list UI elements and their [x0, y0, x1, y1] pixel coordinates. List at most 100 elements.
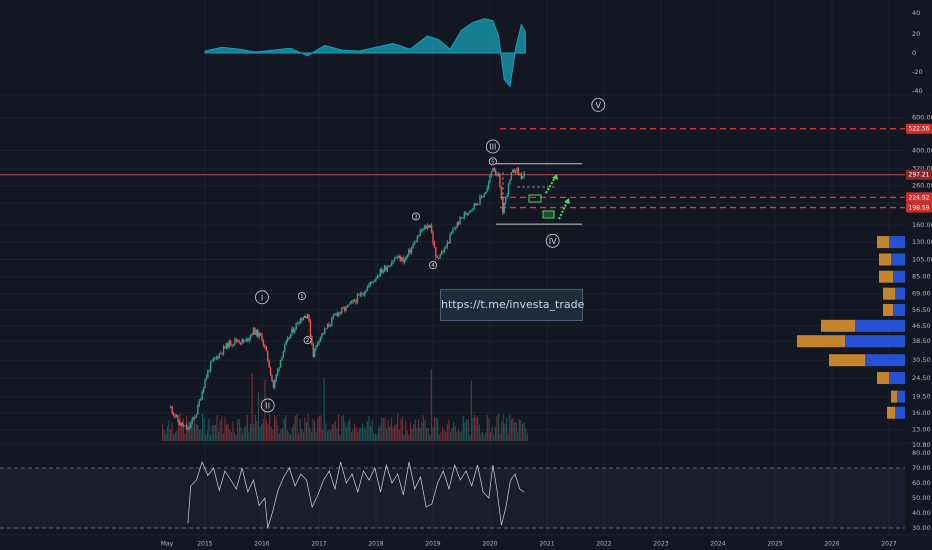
candle-body — [278, 367, 280, 370]
volume-bar — [462, 415, 464, 441]
volume-profile-up — [845, 335, 905, 348]
candle-body — [510, 172, 513, 180]
volume-bar — [403, 434, 405, 441]
candle-body — [174, 415, 176, 417]
candle-body — [251, 334, 253, 336]
candle-body — [296, 323, 299, 325]
volume-bar — [251, 373, 253, 441]
candle-body — [302, 317, 305, 321]
volume-bar — [478, 424, 480, 441]
volume-bar — [352, 429, 354, 441]
candle-body — [314, 348, 316, 357]
price-tick-label: 30.50 — [912, 356, 931, 364]
candle-body — [346, 304, 349, 307]
volume-bar — [224, 416, 226, 441]
candle-body — [514, 171, 517, 173]
candle-body — [507, 183, 510, 196]
wave-label-ring — [297, 292, 306, 301]
volume-bar — [459, 432, 461, 441]
volume-bar — [429, 434, 431, 441]
volume-bar — [307, 413, 309, 441]
rsi-tick-label: 70.00 — [912, 464, 931, 472]
candle-body — [445, 247, 447, 249]
wave-label: 5 — [491, 159, 495, 165]
volume-bar — [437, 418, 439, 441]
volume-bar — [488, 418, 490, 441]
volume-bar — [181, 422, 183, 441]
candle-body — [378, 275, 380, 277]
candle-body — [219, 352, 222, 354]
price-tick-label: 10.80 — [912, 441, 931, 449]
volume-bar — [234, 432, 236, 441]
volume-bar — [470, 380, 472, 441]
volume-bar — [330, 430, 332, 441]
candle-body — [291, 328, 293, 334]
time-tick-label: 2018 — [368, 541, 383, 548]
candle-body — [373, 279, 376, 282]
volume-bar — [507, 432, 509, 441]
wave-label-ring — [591, 98, 606, 112]
candle-body — [359, 293, 362, 295]
candle-body — [465, 212, 467, 215]
volume-profile-up — [893, 270, 905, 283]
candle-body — [487, 182, 490, 189]
volume-bar — [326, 431, 328, 441]
volume-bar — [485, 432, 487, 441]
volume-bar — [174, 432, 176, 441]
volume-bar — [299, 419, 301, 441]
volume-bar — [450, 431, 452, 441]
volume-bar — [200, 429, 202, 441]
candle-body — [413, 241, 416, 245]
volume-bar — [320, 415, 322, 441]
volume-bar — [491, 426, 493, 441]
candle-body — [470, 209, 473, 211]
candle-body — [264, 344, 266, 347]
volume-profile-down — [891, 390, 897, 403]
volume-bar — [283, 418, 285, 441]
volume-bar — [243, 428, 245, 441]
volume-bar — [270, 426, 272, 441]
candle-body — [356, 294, 359, 303]
candle-body — [453, 228, 456, 230]
price-tick-label: 69.00 — [912, 290, 931, 298]
volume-profile-down — [877, 236, 889, 249]
volume-bar — [509, 414, 511, 441]
volume-bar — [219, 420, 221, 441]
volume-bar — [402, 416, 404, 441]
price-tick-label: 24.50 — [912, 374, 931, 382]
telegram-link[interactable]: https://t.me/investa_trade — [440, 289, 584, 321]
price-badge — [906, 169, 932, 180]
candle-body — [519, 173, 521, 175]
candle-body — [389, 265, 391, 267]
volume-bar — [227, 424, 229, 441]
candle-body — [322, 333, 324, 335]
volume-bar — [258, 391, 260, 441]
candle-body — [459, 217, 461, 225]
volume-bar — [474, 414, 476, 441]
candle-body — [410, 247, 413, 253]
price-tick-label: 85.00 — [912, 273, 931, 281]
wave-label-ring — [303, 336, 312, 345]
candle-body — [457, 222, 460, 225]
candle-body — [409, 249, 411, 253]
volume-profile-up — [889, 236, 905, 249]
wave-label: IV — [549, 237, 557, 246]
time-tick-label: 2015 — [197, 541, 212, 548]
rsi-tick-label: 30.00 — [912, 524, 931, 532]
candle-body — [349, 302, 352, 305]
candle-body — [326, 324, 329, 329]
candle-body — [335, 312, 337, 315]
volume-bar — [162, 424, 164, 441]
candle-body — [371, 281, 373, 283]
candle-body — [466, 213, 468, 215]
volume-bar — [374, 433, 376, 441]
candle-body — [449, 234, 451, 243]
candle-body — [476, 203, 478, 205]
candle-body — [312, 344, 314, 357]
volume-profile-down — [879, 253, 891, 266]
volume-bar — [302, 431, 304, 441]
candle-body — [289, 333, 292, 339]
volume-profile-down — [821, 319, 855, 332]
candle-body — [473, 203, 476, 209]
